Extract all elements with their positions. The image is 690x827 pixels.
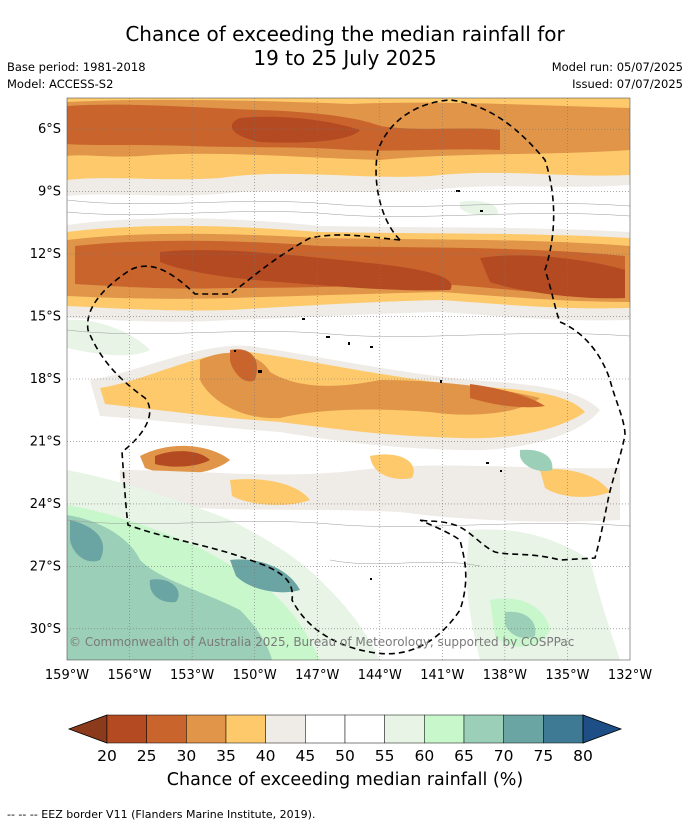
lon-label: 159°W: [45, 668, 89, 683]
lon-label: 153°W: [170, 668, 214, 683]
title-line-1: Chance of exceeding the median rainfall …: [125, 22, 565, 46]
colorbar-segment: [225, 714, 266, 744]
lat-label: 15°S: [30, 310, 61, 325]
lon-label: 135°W: [545, 668, 589, 683]
model-run: Model run: 05/07/2025: [551, 60, 683, 74]
latitude-labels: 6°S 9°S 12°S 15°S 18°S 21°S 24°S 27°S 30°S: [30, 122, 61, 637]
map-title: Chance of exceeding the median rainfall …: [0, 22, 690, 70]
lon-label: 141°W: [420, 668, 464, 683]
colorbar-segment: [424, 714, 465, 744]
lat-label: 9°S: [38, 185, 61, 200]
eez-legend-note: -- -- -- EEZ border V11 (Flanders Marine…: [7, 808, 316, 821]
colorbar-tick-label: 35: [216, 747, 236, 765]
islands: [234, 190, 502, 580]
colorbar-tick-label: 55: [375, 747, 395, 765]
colorbar-tick-label: 65: [454, 747, 474, 765]
colorbar-segment: [344, 714, 385, 744]
base-period: Base period: 1981-2018: [7, 60, 146, 74]
dry-patch-23s: [230, 454, 610, 505]
colorbar-label: Chance of exceeding median rainfall (%): [166, 770, 524, 790]
longitude-labels: 159°W 156°W 153°W 150°W 147°W 144°W 141°W 138°W…: [45, 668, 652, 683]
dry-band-south-30: [200, 352, 540, 419]
colorbar-tick-label: 25: [137, 747, 157, 765]
lon-label: 156°W: [107, 668, 151, 683]
colorbar-tick-label: 30: [176, 747, 196, 765]
eez-border-central: [86, 234, 467, 655]
colorbar-extend-low: [67, 714, 108, 744]
dry-core-south: [230, 349, 545, 408]
colorbar-segment: [543, 714, 584, 744]
lat-label: 27°S: [30, 559, 61, 574]
colorbar-tick-label: 40: [256, 747, 276, 765]
eez-border-french-polynesia: [419, 321, 626, 561]
colorbar: 20 25 30 35 40 45 50 55 60 65 70 75 80: [67, 714, 623, 765]
colorbar-segment: [106, 714, 147, 744]
dry-core-mid: [160, 250, 625, 299]
colorbar-segment: [186, 714, 227, 744]
colorbar-tick-label: 60: [414, 747, 434, 765]
colorbar-tick-label: 80: [573, 747, 593, 765]
lon-label: 147°W: [295, 668, 339, 683]
dry-patch-21s-core: [155, 451, 210, 467]
colorbar-tick-label: 20: [97, 747, 117, 765]
colorbar-tick-label: 45: [295, 747, 315, 765]
dry-core-north: [231, 116, 360, 143]
eez-border-kiribati: [375, 99, 561, 323]
lat-label: 6°S: [38, 122, 61, 137]
lat-label: 21°S: [30, 434, 61, 449]
lon-label: 150°W: [233, 668, 277, 683]
colorbar-tick-label: 50: [335, 747, 355, 765]
colorbar-extend-high: [582, 714, 623, 744]
colorbar-segment: [146, 714, 187, 744]
colorbar-tick-label: 75: [533, 747, 553, 765]
contour-lines: [67, 199, 630, 567]
eez-borders: [86, 99, 626, 655]
meta-right: Model run: 05/07/2025 Issued: 07/07/2025: [552, 59, 683, 93]
model-name: Model: ACCESS-S2: [7, 77, 114, 91]
colorbar-segment: [503, 714, 544, 744]
meta-left: Base period: 1981-2018 Model: ACCESS-S2: [7, 59, 146, 93]
copyright-notice: © Commonwealth of Australia 2025, Bureau…: [69, 635, 574, 649]
lat-label: 18°S: [30, 372, 61, 387]
colorbar-segment: [305, 714, 346, 744]
lon-label: 132°W: [608, 668, 652, 683]
wet-patch-se-70: [505, 449, 553, 639]
colorbar-segment: [463, 714, 504, 744]
lat-label: 30°S: [30, 622, 61, 637]
gridlines: [67, 98, 630, 660]
colorbar-segment: [265, 714, 306, 744]
lat-label: 12°S: [30, 247, 61, 262]
issued-date: Issued: 07/07/2025: [572, 77, 683, 91]
wet-patch-nw: [67, 200, 499, 356]
lon-label: 144°W: [358, 668, 402, 683]
title-line-2: 19 to 25 July 2025: [253, 46, 437, 70]
colorbar-tick-label: 70: [494, 747, 514, 765]
colorbar-segment: [384, 714, 425, 744]
lon-label: 138°W: [483, 668, 527, 683]
lat-label: 24°S: [30, 497, 61, 512]
